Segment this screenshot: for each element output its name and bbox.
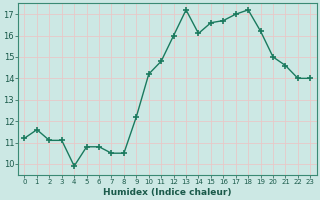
X-axis label: Humidex (Indice chaleur): Humidex (Indice chaleur) [103, 188, 232, 197]
